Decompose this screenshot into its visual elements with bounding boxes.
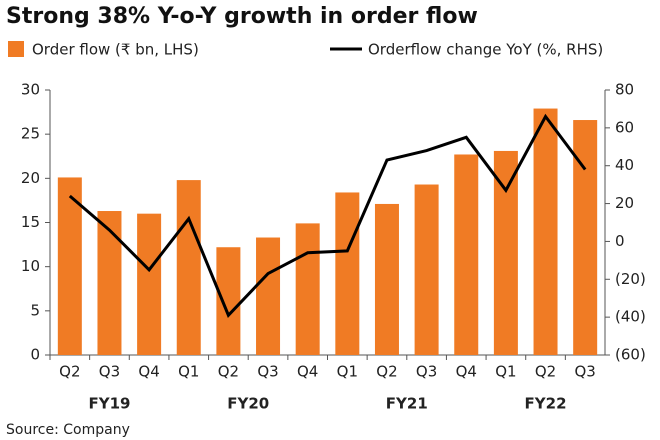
legend-swatch [8,41,24,57]
x-group-label: FY19 [88,395,130,413]
bar [493,150,518,355]
x-tick-label: Q4 [456,363,477,381]
x-tick-label: Q3 [416,363,437,381]
x-tick-label: Q1 [337,363,358,381]
bar [295,223,320,355]
x-tick-label: Q1 [178,363,199,381]
line [68,113,587,318]
bar [573,120,598,356]
x-tick-label: Q2 [535,363,556,381]
x-tick-label: Q1 [495,363,516,381]
source: Source: Company [6,422,130,438]
y2-tick-label: 0 [615,232,625,250]
legend-label: Orderflow change YoY (%, RHS) [368,41,603,59]
bar [374,203,399,355]
y2-tick-label: (20) [615,270,646,288]
x-tick-label: Q2 [376,363,397,381]
x-tick-label: Q3 [257,363,278,381]
x-group-label: FY20 [227,395,269,413]
x-tick-label: Q2 [59,363,80,381]
y2-tick-label: 60 [615,118,634,136]
bar [335,192,360,355]
y2-tick-label: 80 [615,81,634,99]
bar [414,184,439,355]
y-tick-label: 10 [21,257,40,275]
y-tick-label: 0 [30,346,40,364]
y-tick-label: 5 [30,301,40,319]
y-tick-label: 25 [21,125,40,143]
bar [57,177,82,355]
bar [216,247,241,355]
legend-label: Order flow (₹ bn, LHS) [32,41,199,59]
x-tick-label: Q3 [99,363,120,381]
x-tick-label: Q3 [574,363,595,381]
x-tick-label: Q4 [138,363,159,381]
bar [256,237,281,355]
bar [454,154,479,355]
y2-tick-label: (60) [615,346,646,364]
x-group-label: FY22 [525,395,567,413]
y-tick-label: 30 [21,81,40,99]
x-tick-label: Q2 [218,363,239,381]
y2-tick-label: (40) [615,308,646,326]
y-tick-label: 15 [21,213,40,231]
bar [97,211,122,355]
x-group-label: FY21 [386,395,428,413]
y-tick-label: 20 [21,169,40,187]
bar [533,108,558,355]
chart-title: Strong 38% Y-o-Y growth in order flow [6,4,478,29]
bar [176,180,201,355]
bar [137,213,162,355]
y2-tick-label: 40 [615,156,634,174]
x-tick-label: Q4 [297,363,318,381]
y2-tick-label: 20 [615,194,634,212]
